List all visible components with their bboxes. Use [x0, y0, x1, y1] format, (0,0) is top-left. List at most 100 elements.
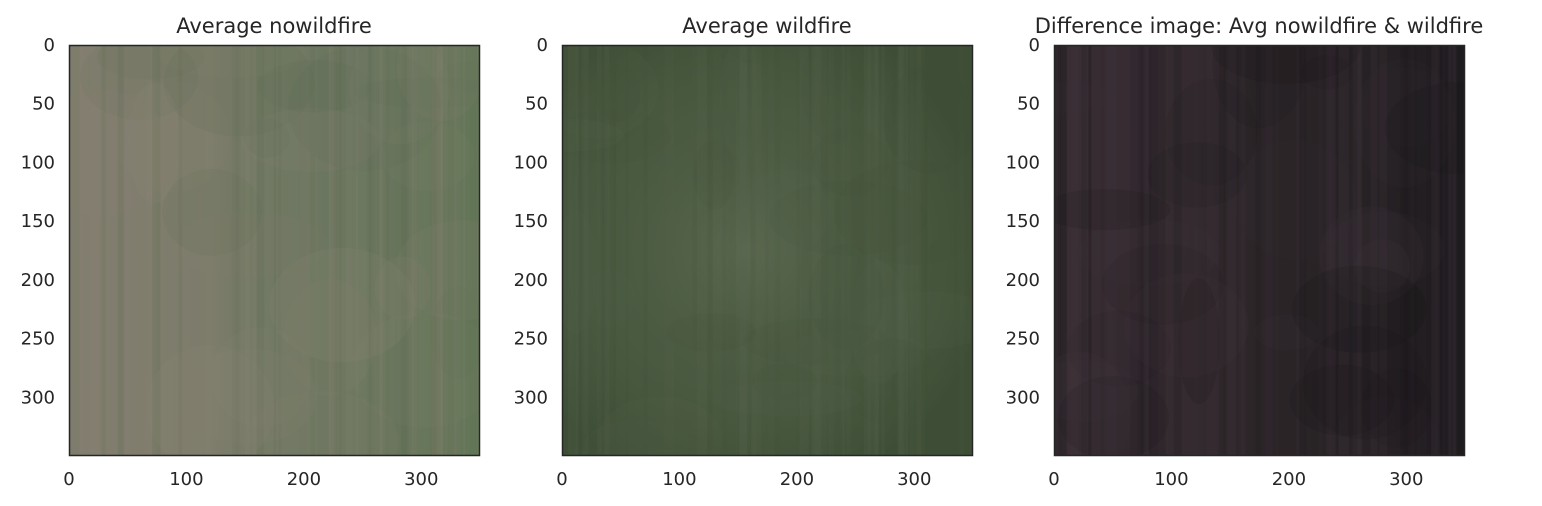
texture-streak [340, 45, 346, 456]
texture-streak [1206, 45, 1218, 456]
texture-streak [310, 45, 316, 456]
texture-blotch [693, 139, 735, 210]
texture-streak [232, 45, 238, 456]
texture-streak [395, 45, 406, 456]
x-tick-label: 200 [780, 469, 814, 490]
texture-blotch [1147, 142, 1247, 208]
texture-blotch [127, 82, 181, 204]
texture-blotch [1360, 67, 1451, 148]
texture-streak [1194, 45, 1198, 456]
texture-streak [1081, 45, 1087, 456]
texture-streak [379, 45, 387, 456]
axes-frame [561, 44, 974, 457]
texture-streak [1137, 45, 1140, 456]
texture-streak [699, 45, 707, 456]
heatmap-image [1054, 45, 1465, 456]
y-tick-label: 200 [514, 270, 548, 291]
texture-streak [905, 45, 914, 456]
texture-streak [1352, 45, 1358, 456]
texture-blotch [1301, 55, 1354, 90]
texture-blotch [1233, 139, 1357, 260]
texture-streak [842, 45, 845, 456]
texture-blotch [1324, 211, 1444, 288]
texture-blotch [1057, 376, 1170, 456]
texture-streak [1139, 45, 1145, 456]
texture-streak [90, 45, 100, 456]
texture-streak [611, 45, 616, 456]
texture-streak [1338, 45, 1349, 456]
texture-streak [799, 45, 809, 456]
texture-streak [573, 45, 584, 456]
texture-streak [1060, 45, 1067, 456]
texture-streak [1448, 45, 1457, 456]
texture-streak [692, 45, 700, 456]
texture-blotch [257, 59, 372, 113]
texture-streak [909, 45, 918, 456]
texture-streak [1328, 45, 1338, 456]
texture-streak [1069, 45, 1079, 456]
y-tick-label: 0 [44, 35, 55, 56]
texture-streak [827, 45, 834, 456]
texture-streak [919, 45, 928, 456]
texture-streak [1439, 45, 1448, 456]
texture-blotch [283, 278, 377, 396]
texture-streak [764, 45, 775, 456]
texture-blotch [396, 45, 480, 122]
texture-streak [1326, 45, 1336, 456]
texture-blotch [811, 127, 889, 197]
texture-streak [278, 45, 282, 456]
texture-blotch [922, 227, 973, 308]
texture-streak [1165, 45, 1168, 456]
panel-average-nowildfire: Average nowildfire 0 100 200 300 0 50 100 150 20… [21, 14, 481, 490]
axes-frame [68, 44, 481, 457]
texture-blotch [1178, 278, 1220, 405]
texture-blotch [1165, 79, 1258, 186]
x-tick-label: 100 [662, 469, 696, 490]
texture-blotch [844, 338, 938, 426]
y-tick-label: 200 [21, 270, 55, 291]
texture-streak [1057, 45, 1062, 456]
x-tick-label: 300 [1389, 469, 1423, 490]
y-tick-label: 100 [21, 152, 55, 173]
texture-blotch [243, 391, 399, 456]
y-tick-label: 150 [514, 211, 548, 232]
texture-blotch [80, 45, 198, 120]
texture-streak [970, 45, 973, 456]
texture-blotch [1054, 351, 1132, 456]
texture-blotch [438, 60, 480, 92]
y-tick-label: 300 [514, 387, 548, 408]
texture-blotch [742, 318, 890, 365]
texture-streak [1173, 45, 1182, 456]
texture-streak [752, 45, 762, 456]
texture-streak [1301, 45, 1304, 456]
texture-streak [919, 45, 922, 456]
texture-blotch [728, 45, 779, 64]
texture-streak [1216, 45, 1224, 456]
texture-streak [765, 45, 769, 456]
texture-streak [383, 45, 390, 456]
texture-streak [146, 45, 157, 456]
texture-blotch [1354, 239, 1411, 293]
texture-blotch [834, 160, 973, 265]
x-tick-label: 200 [287, 469, 321, 490]
texture-blotch [163, 45, 315, 137]
texture-streak [373, 45, 380, 456]
texture-blotch [354, 77, 480, 108]
texture-blotch [210, 327, 312, 428]
texture-streak [1445, 45, 1448, 456]
x-tick-label: 100 [169, 469, 203, 490]
x-tick-label: 300 [897, 469, 931, 490]
y-tick-label: 100 [514, 152, 548, 173]
texture-blotch [742, 168, 832, 254]
texture-blotch [562, 118, 625, 152]
y-tick-label: 100 [1006, 152, 1040, 173]
texture-blotch [1353, 58, 1456, 188]
texture-blotch [269, 247, 416, 363]
texture-streak [727, 45, 738, 456]
texture-streak [579, 45, 584, 456]
y-tick-label: 200 [1006, 270, 1040, 291]
texture-streak [692, 45, 697, 456]
texture-blotch [1303, 325, 1427, 440]
image-gradient [1054, 45, 1465, 456]
texture-blotch [350, 312, 480, 428]
